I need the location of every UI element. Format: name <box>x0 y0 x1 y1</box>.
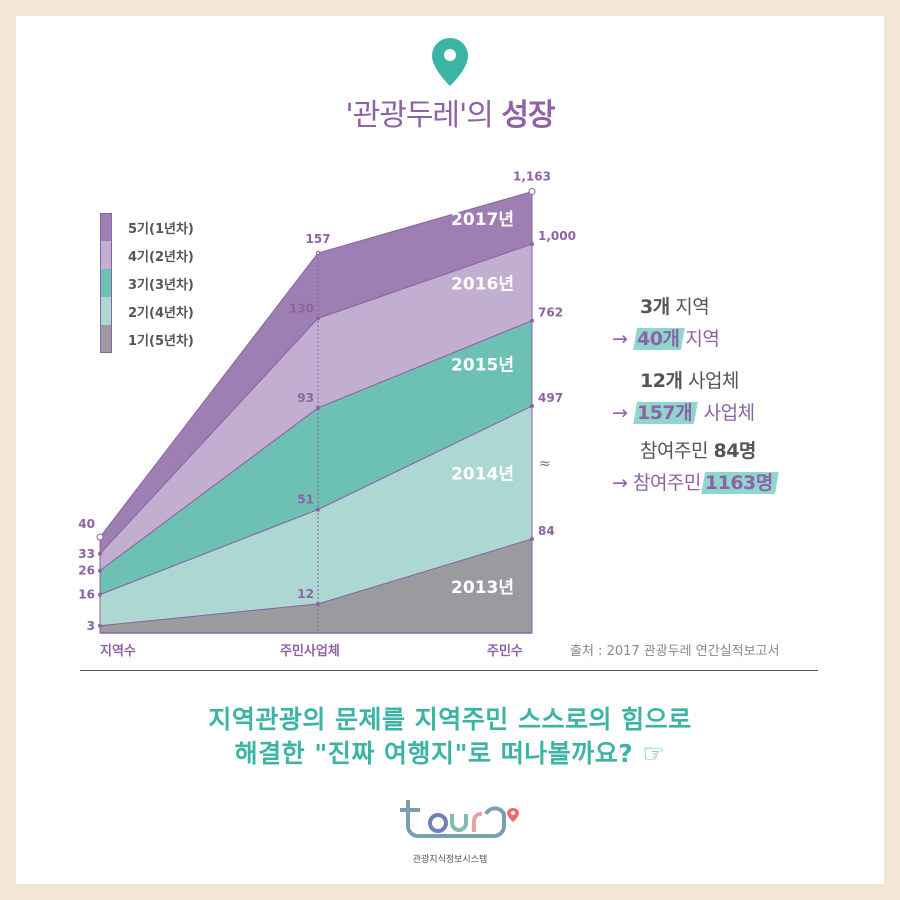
value-label: 1,000 <box>538 229 576 243</box>
title-prefix: '관광두레'의 <box>345 98 502 133</box>
year-label: 2013년 <box>451 578 514 598</box>
stacked-area-chart: 3 16 26 33 40 12 51 93 130 157 84 497 762 1,000 1,163 2… <box>78 170 576 634</box>
divider <box>80 670 818 671</box>
data-point <box>530 242 534 247</box>
data-point <box>528 188 536 196</box>
note-regions-before: 3개 지역 <box>640 296 710 318</box>
source-text: 출처 : 2017 관광두레 연간실적보고서 <box>570 644 780 659</box>
data-point <box>316 251 320 256</box>
year-label: 2017년 <box>451 210 514 230</box>
data-point <box>316 316 320 321</box>
legend-item: 3기(3년차) <box>100 269 194 297</box>
note-businesses-before: 12개 사업체 <box>640 370 739 392</box>
legend-item: 2기(4년차) <box>100 297 194 325</box>
data-point <box>98 623 102 628</box>
x-label-regions: 지역수 <box>100 644 136 659</box>
bottom-line-2: 해결한 "진짜 여행지"로 떠나볼까요? ☞ <box>234 739 666 768</box>
legend-swatch <box>100 297 112 325</box>
pointing-hand-icon: ☞ <box>642 739 666 768</box>
value-label: 12 <box>297 587 314 601</box>
x-label-businesses: 주민사업체 <box>280 644 340 659</box>
legend-item: 1기(5년차) <box>100 325 194 353</box>
value-label: 93 <box>297 391 314 405</box>
note-residents-before: 참여주민 84명 <box>640 440 756 462</box>
data-point <box>98 551 102 556</box>
value-label: 40 <box>78 517 95 531</box>
legend-label: 5기(1년차) <box>128 221 194 237</box>
year-label: 2014년 <box>451 465 514 485</box>
value-label: 3 <box>87 619 95 633</box>
data-point <box>316 507 320 512</box>
value-label: 84 <box>538 524 555 538</box>
value-label: 51 <box>297 493 314 507</box>
legend-label: 4기(2년차) <box>128 249 194 265</box>
tour9-logo <box>400 800 519 838</box>
value-label: 26 <box>78 564 95 578</box>
year-label: 2015년 <box>451 355 514 375</box>
note-residents-after: → 참여주민 1163명 <box>612 468 779 495</box>
legend-label: 2기(4년차) <box>128 305 194 321</box>
value-label: 130 <box>289 301 314 315</box>
data-point <box>530 404 534 409</box>
value-label: 762 <box>538 306 563 320</box>
data-point <box>98 568 102 573</box>
x-label-residents: 주민수 <box>487 644 523 659</box>
value-label: 157 <box>305 232 330 246</box>
value-label: 497 <box>538 391 563 405</box>
data-point <box>96 533 104 541</box>
legend-swatch <box>100 325 112 353</box>
data-point <box>530 537 534 541</box>
legend-label: 3기(3년차) <box>128 277 194 293</box>
legend-item: 4기(2년차) <box>100 241 194 269</box>
legend-swatch <box>100 213 112 241</box>
bottom-line-1: 지역관광의 문제를 지역주민 스스로의 힘으로 <box>208 705 692 734</box>
data-point <box>316 601 320 606</box>
logo-subtitle: 관광지식정보시스템 <box>412 855 488 865</box>
title-bold: 성장 <box>501 98 555 133</box>
data-point <box>98 592 102 597</box>
data-point <box>530 318 534 323</box>
map-pin-icon <box>432 38 468 86</box>
value-label: 16 <box>78 588 95 602</box>
year-label: 2016년 <box>451 274 514 294</box>
data-point <box>316 405 320 410</box>
axis-break-icon: ≈ <box>539 456 551 472</box>
legend-item: 5기(1년차) <box>100 213 194 241</box>
legend-swatch <box>100 241 112 269</box>
legend-label: 1기(5년차) <box>128 333 194 349</box>
value-label: 33 <box>78 547 95 561</box>
note-businesses-after: → 157개 사업체 <box>612 402 755 424</box>
value-label: 1,163 <box>513 170 551 184</box>
page-title: '관광두레'의 성장 <box>0 90 900 134</box>
legend-swatch <box>100 269 112 297</box>
note-regions-after: → 40개 지역 <box>612 328 720 350</box>
